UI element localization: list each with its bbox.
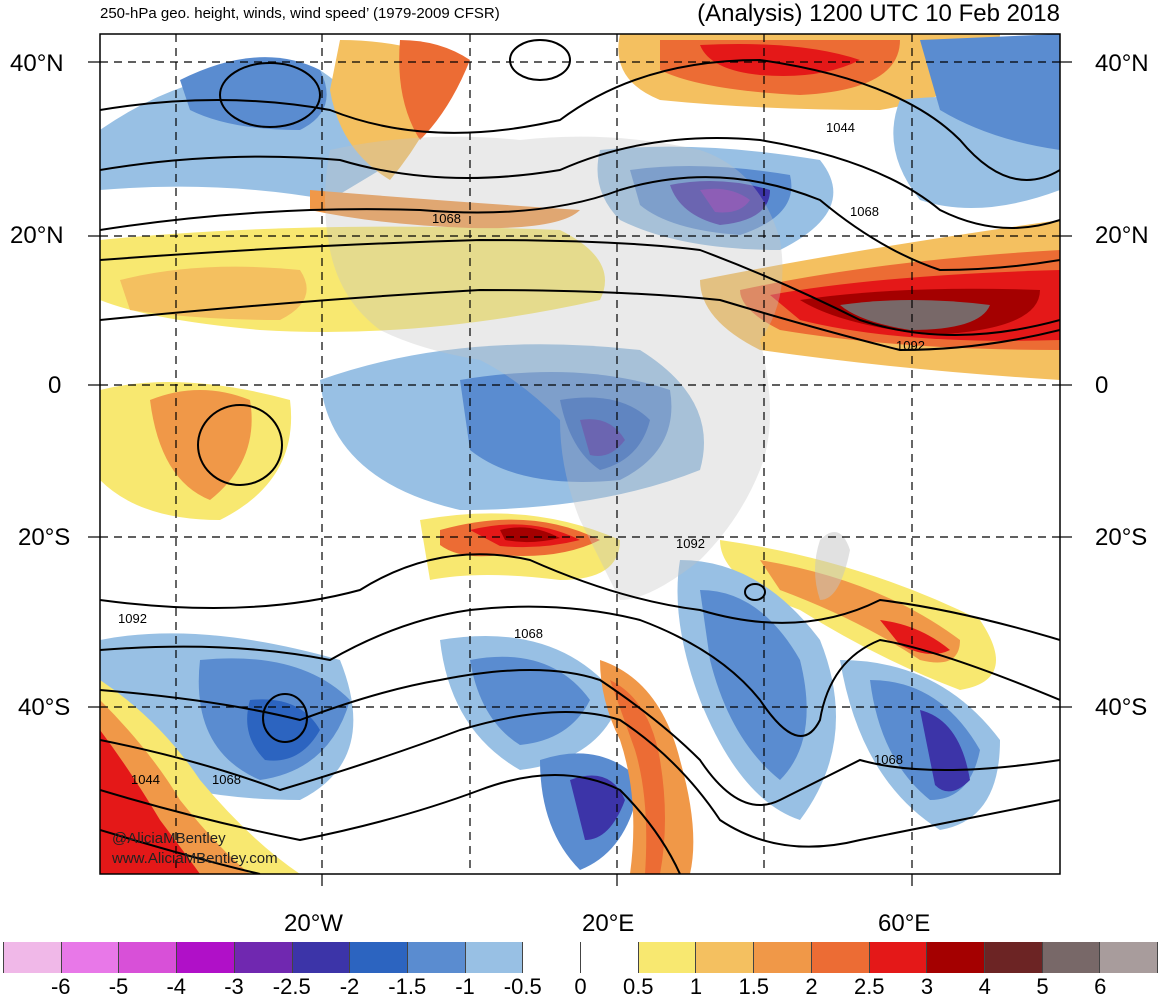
contour-label: 1044 (131, 772, 160, 787)
colorbar-label: 0.5 (622, 974, 654, 999)
height-contours (100, 39, 1060, 874)
colorbar-swatch (638, 942, 697, 973)
colorbar-swatch (3, 942, 62, 973)
colorbar-swatch (61, 942, 120, 973)
credit-handle: @AliciaMBentley (112, 830, 226, 847)
colorbar-swatch (465, 942, 524, 973)
map-field (100, 34, 1060, 874)
colorbar-swatch (350, 942, 408, 973)
colorbar-label: 1 (689, 974, 703, 999)
contour-label: 1068 (850, 204, 879, 219)
colorbar-label: -6 (50, 974, 71, 999)
colorbar-swatch (407, 942, 466, 973)
colorbar-swatch (984, 942, 1043, 973)
colorbar-label: 1.5 (738, 974, 770, 999)
lat-label-left: 40°N (10, 50, 64, 77)
map-title-left: 250-hPa geo. height, winds, wind speed’ … (100, 5, 500, 22)
lat-label-left: 0 (48, 372, 62, 399)
colorbar-swatch (1042, 942, 1101, 973)
colorbar-swatch (234, 942, 293, 973)
colorbar-label: -1.5 (388, 974, 427, 999)
colorbar-label: 2.5 (853, 974, 885, 999)
lat-label-left: 20°S (18, 524, 71, 551)
contour-label: 1068 (514, 626, 543, 641)
colorbar-label: 6 (1094, 974, 1107, 999)
lon-label: 20°W (284, 910, 343, 937)
map-frame (99, 33, 1061, 875)
colorbar-label: -1 (455, 974, 475, 999)
axis-ticks (88, 61, 1072, 886)
lat-label-right: 20°S (1095, 524, 1148, 551)
lat-label-right: 0 (1095, 372, 1109, 399)
colorbar-label: -0.5 (503, 974, 542, 999)
lat-label-right: 20°N (1095, 222, 1149, 249)
colorbar-swatch (811, 942, 870, 973)
lon-label: 20°E (582, 910, 635, 937)
colorbar-swatch (177, 942, 235, 973)
colorbar-swatch (927, 942, 985, 973)
contour-label: 1068 (874, 752, 903, 767)
colorbar-label: 4 (978, 974, 991, 999)
colorbar-swatch (523, 942, 582, 973)
colorbar-label: -4 (166, 974, 187, 999)
colorbar-label: 0 (574, 974, 587, 999)
contour-label: 1092 (118, 611, 147, 626)
contour-label: 1092 (896, 338, 925, 353)
colorbar-swatch (1100, 942, 1159, 973)
colorbar-swatch (869, 942, 928, 973)
colorbar (3, 942, 1159, 973)
credit-site: www.AliciaMBentley.com (112, 850, 278, 867)
map-grid (100, 34, 1060, 874)
lon-label: 60°E (878, 910, 931, 937)
lat-label-right: 40°N (1095, 50, 1149, 77)
contour-label: 1044 (826, 120, 855, 135)
colorbar-label: 2 (805, 974, 818, 999)
colorbar-swatch (119, 942, 178, 973)
colorbar-label: -5 (108, 974, 129, 999)
colorbar-label: 5 (1036, 974, 1049, 999)
contour-label: 1092 (676, 536, 705, 551)
colorbar-labels: -6 -5 -4 -3 -2.5 -2 -1.5 -1 -0.5 0 0.5 1 1.5 2 2.5 3 4 5 6 (0, 974, 1160, 999)
colorbar-swatch (696, 942, 755, 973)
colorbar-label: -3 (224, 974, 244, 999)
colorbar-swatch (754, 942, 812, 973)
lat-label-right: 40°S (1095, 694, 1148, 721)
lat-label-left: 40°S (18, 694, 71, 721)
colorbar-label: -2 (339, 974, 360, 999)
contour-label: 1068 (432, 211, 461, 226)
map-title-right: (Analysis) 1200 UTC 10 Feb 2018 (697, 0, 1060, 27)
lat-label-left: 20°N (10, 222, 64, 249)
colorbar-swatch (581, 942, 639, 973)
colorbar-label: -2.5 (272, 974, 311, 999)
contour-label: 1068 (212, 772, 241, 787)
colorbar-swatch (292, 942, 351, 973)
colorbar-label: 3 (920, 974, 934, 999)
